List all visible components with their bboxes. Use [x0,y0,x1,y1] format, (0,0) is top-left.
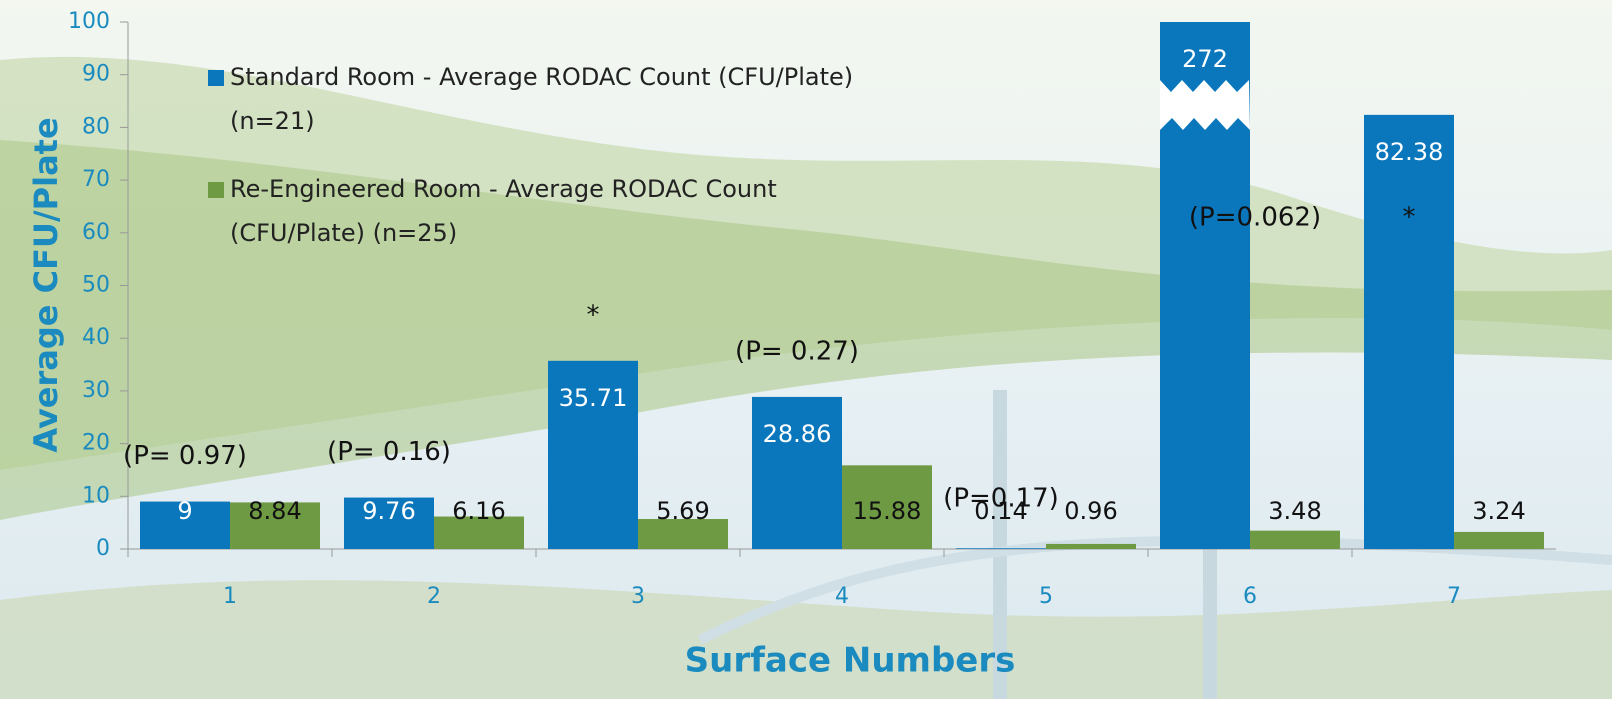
y-tick-label: 100 [68,9,110,34]
y-tick-label: 20 [82,431,110,456]
y-tick-label: 50 [82,273,110,298]
x-tick-label: 5 [1039,584,1053,609]
x-axis-title: Surface Numbers [685,641,1016,681]
y-tick-label: 10 [82,483,110,508]
p-value: * [587,300,600,330]
y-axis-title: Average CFU/Plate [27,117,65,452]
data-label: 28.86 [763,420,832,448]
x-tick-label: 4 [835,584,849,609]
data-label: 3.48 [1268,497,1321,525]
data-label: 0.96 [1064,497,1117,525]
data-label: 35.71 [559,384,628,412]
p-value: (P= 0.16) [327,437,451,467]
chart: Average CFU/Plate Surface Numbers Standa… [0,0,1612,699]
y-tick-label: 80 [82,114,110,139]
x-tick-label: 6 [1243,584,1257,609]
bar [956,548,1046,549]
x-tick-label: 2 [427,584,441,609]
y-tick-label: 0 [96,536,110,561]
data-label: 272 [1182,45,1228,73]
bar [1454,532,1544,549]
y-tick-label: 30 [82,378,110,403]
legend-swatch [208,182,224,198]
data-label: 9 [177,497,192,525]
y-tick-label: 70 [82,167,110,192]
data-label: 5.69 [656,497,709,525]
data-label: 9.76 [362,497,415,525]
x-tick-label: 1 [223,584,237,609]
data-label: 6.16 [452,497,505,525]
y-tick-label: 40 [82,325,110,350]
y-tick-label: 60 [82,220,110,245]
p-value: * [1403,203,1416,233]
legend-swatch [208,70,224,86]
p-value: (P=0.17) [943,483,1059,513]
data-label: 15.88 [853,497,922,525]
data-label: 3.24 [1472,497,1525,525]
p-value: (P= 0.27) [735,336,859,366]
data-label: 8.84 [248,497,301,525]
x-tick-label: 3 [631,584,645,609]
p-value: (P= 0.97) [123,441,247,471]
x-tick-label: 7 [1447,584,1461,609]
bar [1364,115,1454,549]
data-label: 82.38 [1375,138,1444,166]
y-tick-label: 90 [82,62,110,87]
bar [1046,544,1136,549]
p-value: (P=0.062) [1189,203,1321,233]
bar [1250,531,1340,549]
